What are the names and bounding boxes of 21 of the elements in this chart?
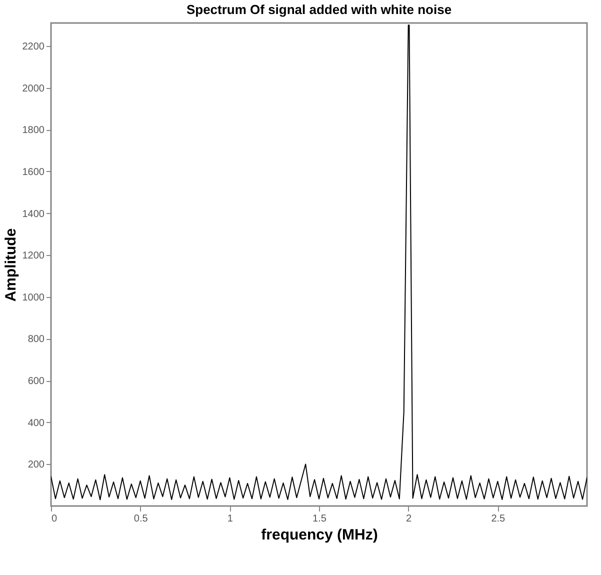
y-tick-label: 600 (28, 376, 45, 388)
y-tick-label: 400 (28, 418, 45, 429)
y-tick-label: 1200 (22, 250, 45, 262)
y-tick-label: 800 (28, 334, 45, 346)
y-axis-title: Amplitude (2, 228, 20, 302)
x-tick-label: 0 (52, 514, 58, 524)
x-axis-title: frequency (MHz) (261, 526, 378, 544)
y-tick-label: 1000 (22, 292, 45, 304)
chart-title: Spectrum Of signal added with white noise (186, 2, 452, 17)
y-tick-label: 1400 (22, 208, 45, 220)
y-tick-label: 1800 (22, 125, 45, 136)
x-tick-label: 1 (227, 514, 234, 524)
x-tick-label: 1.5 (312, 514, 327, 524)
x-tick-label: 0.5 (134, 514, 148, 524)
x-tick-label: 2 (406, 514, 412, 524)
y-tick-label: 1600 (22, 166, 45, 178)
y-tick-label: 2200 (22, 42, 45, 52)
x-tick-label: 2.5 (491, 514, 506, 524)
y-tick-label: 2000 (22, 83, 45, 94)
line-series (51, 24, 587, 500)
y-tick-label: 200 (28, 460, 45, 471)
